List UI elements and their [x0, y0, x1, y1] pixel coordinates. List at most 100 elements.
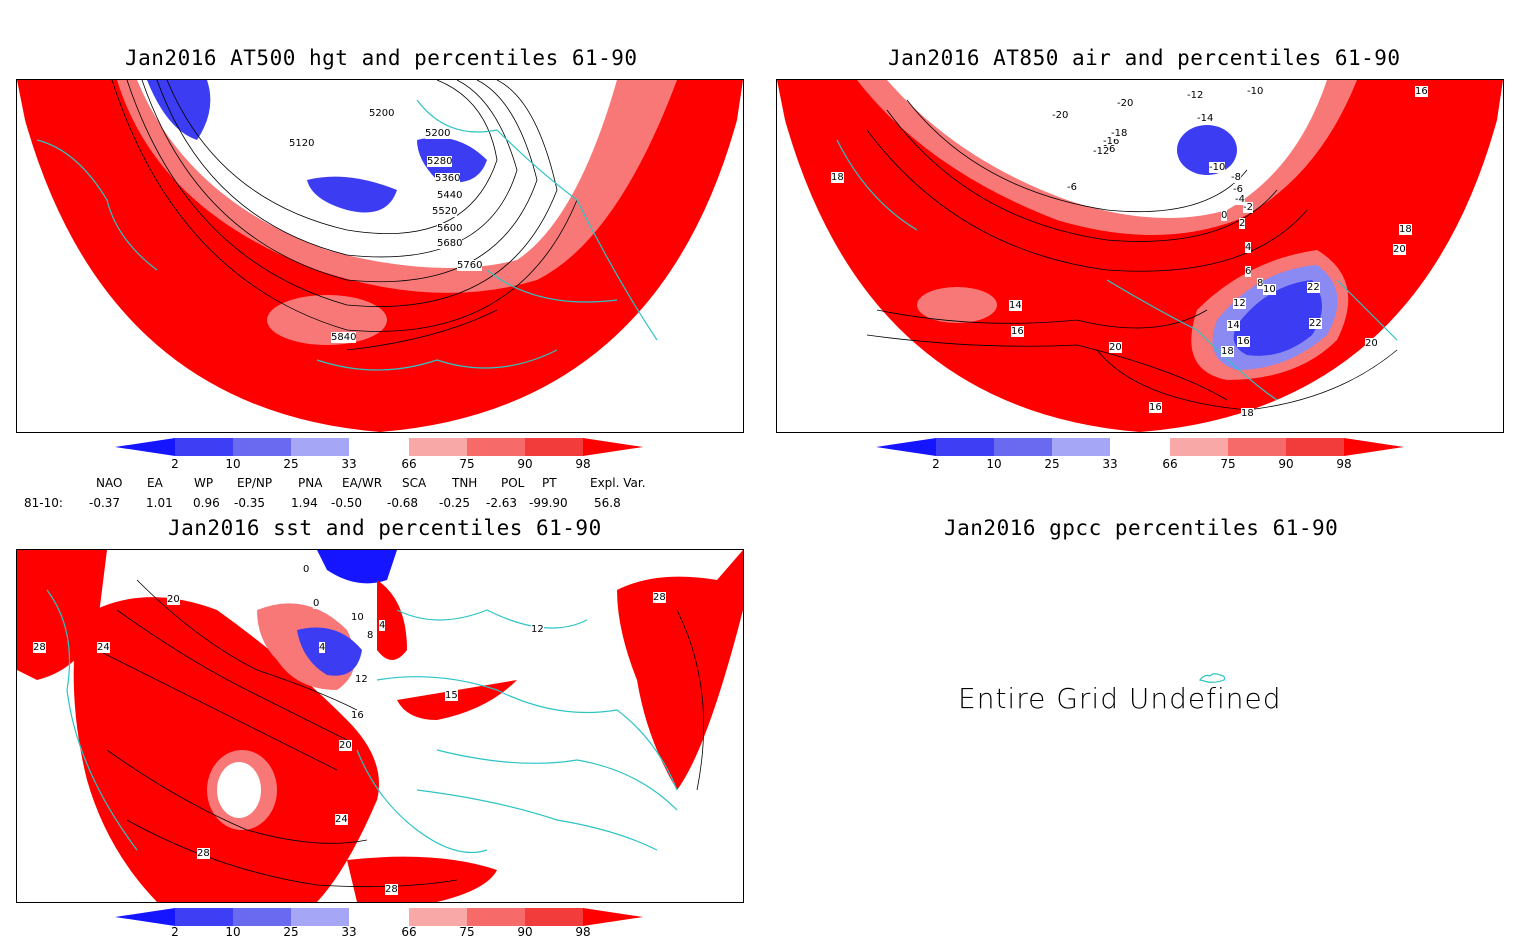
- contour-label: -4: [1235, 194, 1245, 205]
- panel2-title: Jan2016 AT850 air and percentiles 61-90: [888, 46, 1401, 70]
- contour-label: 14: [1227, 320, 1240, 331]
- colorbar-2: [876, 438, 1404, 456]
- contour-label: 28: [385, 884, 398, 895]
- colorbar-1: [115, 438, 643, 456]
- contour-label: 4: [379, 620, 386, 631]
- contour-label: 5440: [437, 190, 463, 201]
- contour-label: 18: [1241, 408, 1254, 419]
- contour-label: 20: [167, 594, 180, 605]
- colorbar-label: 2: [932, 457, 940, 471]
- contour-label: -6: [1233, 184, 1243, 195]
- index-header: TNH: [452, 476, 478, 490]
- contour-label: 5760: [457, 260, 483, 271]
- panel2-map: -12 -10 -20 -20 -14 -16 -18 -16 -12 -10 …: [776, 79, 1504, 433]
- colorbar-label: 25: [283, 457, 299, 471]
- contour-label: 10: [1263, 284, 1276, 295]
- contour-label: 5360: [435, 173, 461, 184]
- colorbar-label: 25: [1044, 457, 1060, 471]
- colorbar-label: 66: [401, 457, 417, 471]
- index-header: NAO: [96, 476, 123, 490]
- panel1-coastlines: [36, 99, 658, 371]
- contour-label: 5600: [437, 223, 463, 234]
- contour-label: -2: [1243, 202, 1253, 213]
- contour-label: 2: [1239, 218, 1246, 229]
- colorbar-3: [115, 908, 643, 926]
- index-value: 1.94: [291, 496, 318, 510]
- colorbar-label: 66: [401, 925, 417, 939]
- contour-label: 6: [1245, 266, 1252, 277]
- panel4-title: Jan2016 gpcc percentiles 61-90: [944, 516, 1339, 540]
- colorbar-label: 33: [1102, 457, 1118, 471]
- contour-label: 16: [1149, 402, 1162, 413]
- panel1-map-svg: [17, 80, 743, 432]
- panel3-contours: [96, 579, 705, 888]
- contour-label: 16: [1237, 336, 1250, 347]
- indices-table: NAO EA WP EP/NP PNA EA/WR SCA TNH POL PT…: [0, 476, 700, 516]
- contour-label: 14: [1009, 300, 1022, 311]
- contour-label: 24: [335, 814, 348, 825]
- contour-label: 5680: [437, 238, 463, 249]
- index-header: WP: [194, 476, 214, 490]
- index-value: -2.63: [486, 496, 518, 510]
- panel1-contours: [111, 80, 578, 351]
- panel2-map-svg: [777, 80, 1503, 432]
- contour-label: -10: [1247, 86, 1264, 97]
- index-value: -0.50: [331, 496, 363, 510]
- contour-label: -12: [1187, 90, 1204, 101]
- contour-label: -14: [1197, 113, 1214, 124]
- contour-label: -8: [1231, 172, 1241, 183]
- contour-label: 0: [303, 564, 310, 575]
- colorbar-label: 98: [575, 457, 591, 471]
- colorbar-label: 2: [171, 457, 179, 471]
- index-header: PT: [542, 476, 557, 490]
- index-value: -0.25: [439, 496, 471, 510]
- index-value: -0.35: [234, 496, 266, 510]
- index-value: 56.8: [594, 496, 621, 510]
- colorbar-label: 2: [171, 925, 179, 939]
- index-header: EA/WR: [342, 476, 383, 490]
- contour-label: 15: [445, 690, 458, 701]
- index-header: PNA: [298, 476, 323, 490]
- index-header: SCA: [402, 476, 427, 490]
- contour-label: 10: [351, 612, 364, 623]
- contour-label: 8: [367, 630, 374, 641]
- contour-label: -12: [1093, 146, 1110, 157]
- colorbar-label: 33: [341, 457, 357, 471]
- contour-label: 8: [1257, 278, 1264, 289]
- colorbar-label: 98: [1336, 457, 1352, 471]
- contour-label: -6: [1067, 182, 1077, 193]
- panel3-map-svg: [17, 550, 743, 902]
- contour-label: 16: [1011, 326, 1024, 337]
- contour-label: 12: [1233, 298, 1246, 309]
- contour-label: 5200: [425, 128, 451, 139]
- contour-label: 5280: [427, 156, 453, 167]
- contour-label: 22: [1307, 282, 1320, 293]
- contour-label: 18: [831, 172, 844, 183]
- contour-label: 20: [1365, 338, 1378, 349]
- contour-label: 4: [1245, 242, 1252, 253]
- index-value: 0.96: [193, 496, 220, 510]
- index-header: Expl. Var.: [590, 476, 646, 490]
- colorbar-label: 33: [341, 925, 357, 939]
- contour-label: 20: [1109, 342, 1122, 353]
- index-header: POL: [501, 476, 525, 490]
- contour-label: 16: [351, 710, 364, 721]
- index-value: 1.01: [146, 496, 173, 510]
- panel3-map: 0 20 28 24 0 10 4 8 4 12 16 20 24 28 28 …: [16, 549, 744, 903]
- colorbar-label: 90: [517, 925, 533, 939]
- contour-label: 18: [1399, 224, 1412, 235]
- index-row-label: 81-10:: [24, 496, 63, 510]
- contour-label: 22: [1309, 318, 1322, 329]
- panel4-island-shape: [1199, 673, 1226, 683]
- colorbar-label: 25: [283, 925, 299, 939]
- contour-label: 24: [97, 642, 110, 653]
- contour-label: 5200: [369, 108, 395, 119]
- colorbar-label: 98: [575, 925, 591, 939]
- contour-label: -16: [1103, 136, 1120, 147]
- panel2-coastlines: [836, 139, 1398, 401]
- contour-label: 12: [531, 624, 544, 635]
- colorbar-label: 66: [1162, 457, 1178, 471]
- contour-label: 5520: [432, 206, 458, 217]
- index-header: EP/NP: [237, 476, 273, 490]
- contour-label: 5840: [331, 332, 357, 343]
